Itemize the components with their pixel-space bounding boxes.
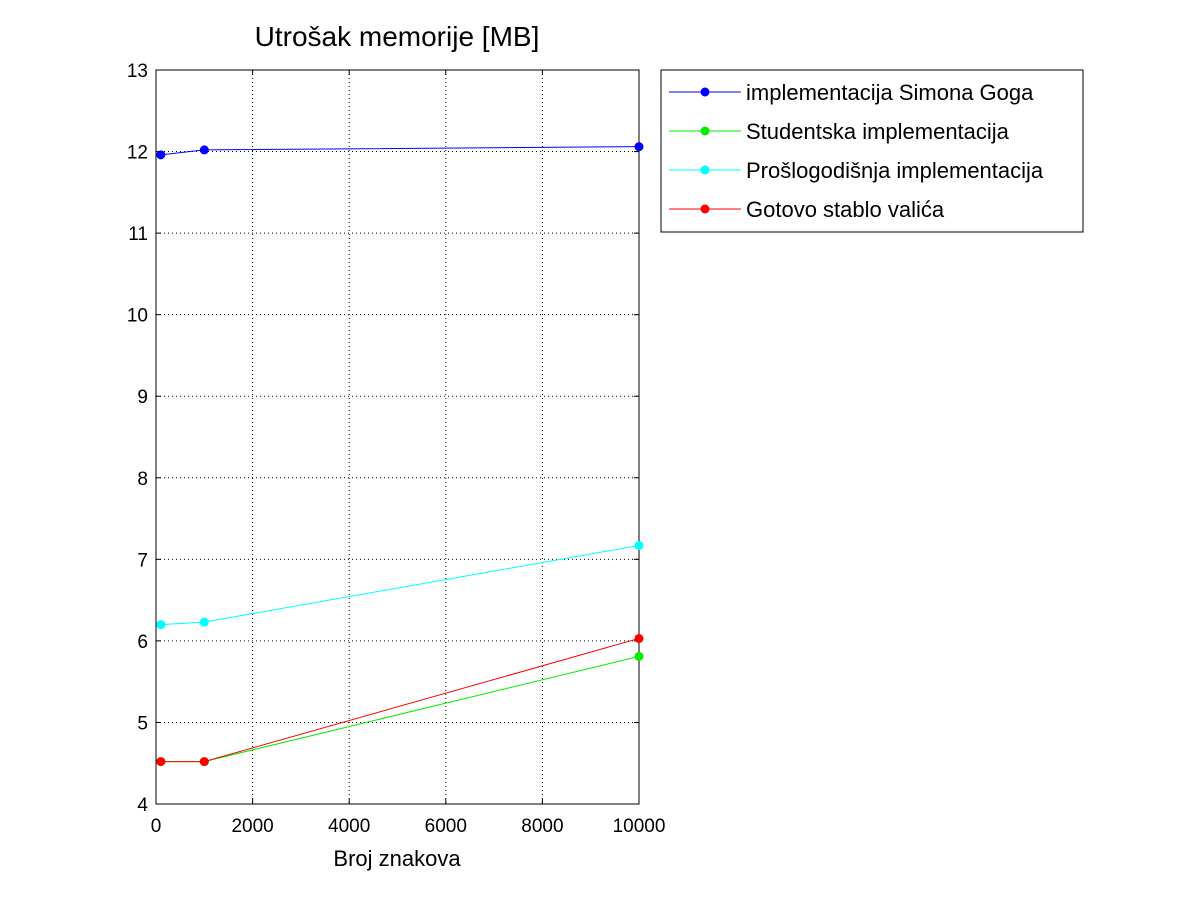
data-point — [156, 150, 166, 160]
y-tick-label: 5 — [137, 713, 148, 734]
data-point — [634, 633, 644, 643]
legend-label: Gotovo stablo valića — [746, 197, 945, 222]
y-tick-label: 6 — [137, 632, 148, 653]
x-axis-label: Broj znakova — [333, 846, 461, 871]
y-tick-label: 12 — [127, 143, 148, 164]
y-tick-label: 7 — [137, 550, 148, 571]
legend: implementacija Simona Goga Studentska imp… — [660, 69, 1084, 233]
y-tick-label: 4 — [137, 795, 148, 816]
x-tick-label: 6000 — [425, 816, 467, 837]
legend-box — [660, 69, 1084, 233]
data-point — [199, 145, 209, 155]
x-tick-label: 2000 — [231, 816, 273, 837]
series-0 — [156, 142, 644, 160]
legend-marker — [700, 87, 710, 97]
x-tick-label: 4000 — [328, 816, 370, 837]
data-point — [156, 620, 166, 630]
series-3 — [156, 633, 644, 767]
chart-title: Utrošak memorije [MB] — [255, 21, 540, 52]
x-tick-label: 10000 — [613, 816, 666, 837]
axes-box — [155, 69, 640, 805]
y-tick-label: 13 — [127, 61, 148, 82]
x-tick-label: 8000 — [521, 816, 563, 837]
data-point — [199, 757, 209, 767]
legend-entry-2: Prošlogodišnja implementacija — [669, 158, 1044, 183]
legend-label: implementacija Simona Goga — [746, 80, 1034, 105]
y-tick-label: 11 — [128, 224, 148, 245]
legend-marker — [700, 204, 710, 214]
legend-entry-1: Studentska implementacija — [669, 119, 1010, 144]
data-point — [156, 757, 166, 767]
y-tick-label: 9 — [137, 387, 148, 408]
legend-entry-0: implementacija Simona Goga — [669, 80, 1034, 105]
legend-label: Prošlogodišnja implementacija — [746, 158, 1044, 183]
legend-marker — [700, 165, 710, 175]
legend-entry-3: Gotovo stablo valića — [669, 197, 945, 222]
data-point — [634, 142, 644, 152]
data-point — [199, 617, 209, 627]
y-tick-label: 10 — [127, 306, 148, 327]
legend-marker — [700, 126, 710, 136]
data-point — [634, 540, 644, 550]
data-point — [634, 651, 644, 661]
plot-area: 0 2000 4000 6000 8000 10000 4 5 6 7 8 9 10 11 12 13 — [127, 61, 666, 837]
y-tick-label: 8 — [137, 469, 148, 490]
legend-label: Studentska implementacija — [746, 119, 1010, 144]
x-tick-label: 0 — [151, 816, 162, 837]
series-2 — [156, 540, 644, 630]
